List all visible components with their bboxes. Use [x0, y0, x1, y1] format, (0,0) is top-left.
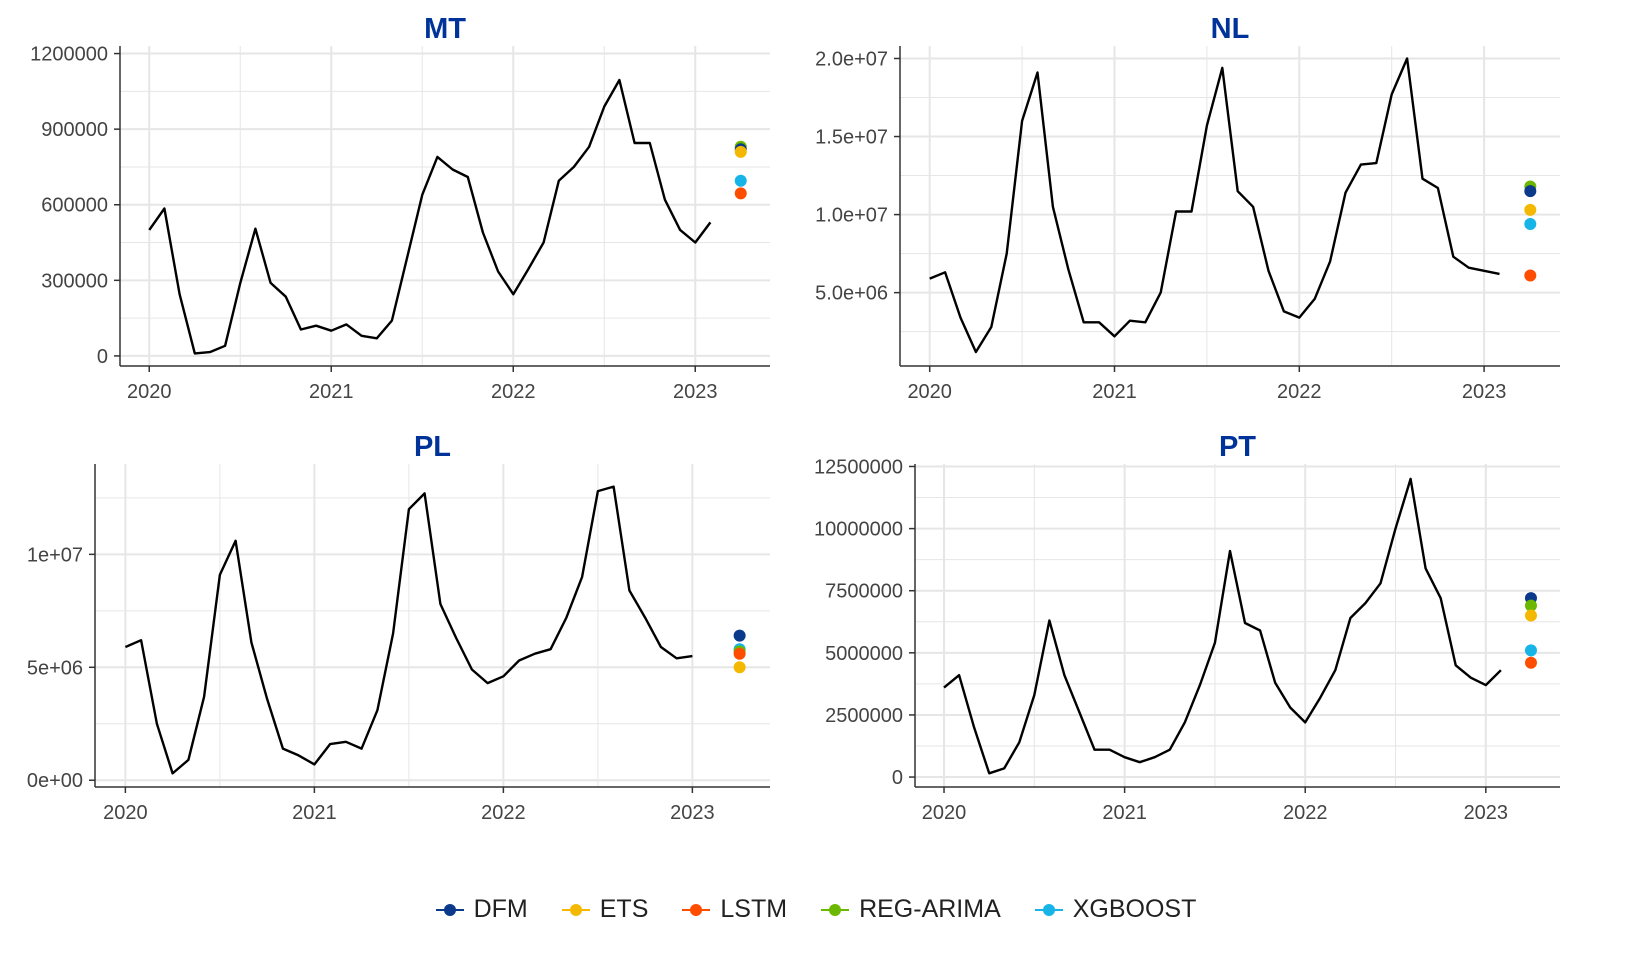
y-tick-label: 0: [892, 767, 903, 789]
legend-label-ets: ETS: [599, 895, 649, 923]
legend-item-ets: ETS: [561, 895, 649, 924]
x-tick-label: 2021: [1102, 802, 1147, 824]
y-tick-label: 1.5e+07: [815, 127, 888, 149]
legend-label-lstm: LSTM: [720, 895, 788, 923]
x-tick-label: 2022: [481, 802, 526, 824]
y-tick-label: 5000000: [825, 643, 903, 665]
forecast-point-reg-arima: [1524, 599, 1537, 612]
y-tick-label: 1e+07: [27, 544, 83, 566]
forecast-point-xgboost: [1524, 217, 1537, 230]
forecast-point-dfm: [1524, 185, 1537, 198]
y-tick-label: 0: [97, 346, 108, 368]
forecast-point-lstm: [733, 647, 746, 660]
y-tick-label: 12500000: [814, 456, 903, 478]
forecast-point-ets: [1524, 203, 1537, 216]
panel-title-pt: PT: [1219, 431, 1256, 463]
x-tick-label: 2023: [1464, 802, 1509, 824]
x-tick-label: 2021: [309, 381, 354, 403]
x-tick-label: 2022: [1277, 381, 1322, 403]
forecast-point-ets: [734, 145, 747, 158]
legend-label-dfm: DFM: [473, 895, 528, 923]
x-tick-label: 2022: [491, 381, 536, 403]
x-tick-label: 2020: [103, 802, 148, 824]
forecast-point-xgboost: [1524, 644, 1537, 657]
y-tick-label: 10000000: [814, 519, 903, 541]
y-tick-label: 1200000: [30, 44, 108, 66]
legend-key-ets: [561, 903, 590, 917]
x-tick-label: 2023: [670, 802, 715, 824]
y-tick-label: 1.0e+07: [815, 205, 888, 227]
forecast-point-lstm: [1524, 656, 1537, 669]
series-line-mt: [148, 78, 712, 355]
series-line-pt: [943, 477, 1502, 775]
y-tick-label: 900000: [41, 119, 108, 141]
y-tick-label: 300000: [41, 270, 108, 292]
x-tick-label: 2020: [907, 381, 952, 403]
panel-title-pl: PL: [414, 431, 451, 463]
panel-title-mt: MT: [424, 13, 466, 45]
forecast-point-lstm: [1524, 269, 1537, 282]
legend-item-xgboost: XGBOOST: [1034, 895, 1197, 924]
panel-pl: 0e+00 5e+06 1e+07 2020 2021 2022 2023 PL: [27, 431, 770, 824]
panel-pt: 0 2500000 5000000 7500000 10000000 12500000 20…: [814, 431, 1560, 824]
y-tick-label: 0e+00: [27, 770, 83, 792]
forecast-point-ets: [1524, 609, 1537, 622]
y-tick-label: 600000: [41, 195, 108, 217]
y-tick-label: 2500000: [825, 705, 903, 727]
legend-item-reg-arima: REG-ARIMA: [821, 895, 1001, 924]
legend-key-reg-arima: [821, 903, 850, 917]
chart-legend: DFM ETS LSTM REG-ARIMA XGBOOST: [0, 895, 1632, 924]
y-tick-label: 5e+06: [27, 657, 83, 679]
legend-label-reg-arima: REG-ARIMA: [859, 895, 1001, 923]
series-line-pl: [124, 485, 693, 775]
forecast-point-xgboost: [734, 174, 747, 187]
x-tick-label: 2023: [673, 381, 718, 403]
y-tick-label: 7500000: [825, 581, 903, 603]
legend-key-lstm: [682, 903, 711, 917]
x-tick-label: 2020: [922, 802, 967, 824]
forecast-point-ets: [733, 661, 746, 674]
panel-nl: 5.0e+06 1.0e+07 1.5e+07 2.0e+07 2020 2021 2022…: [815, 13, 1560, 403]
legend-label-xgboost: XGBOOST: [1072, 895, 1197, 923]
x-tick-label: 2021: [1092, 381, 1137, 403]
legend-key-xgboost: [1034, 903, 1063, 917]
legend-item-lstm: LSTM: [682, 895, 787, 924]
x-tick-label: 2021: [292, 802, 337, 824]
legend-item-dfm: DFM: [435, 895, 528, 924]
panel-mt: 0 300000 600000 900000 1200000 2020 2021 2022 20…: [30, 13, 770, 403]
x-tick-label: 2023: [1462, 381, 1507, 403]
forecast-point-dfm: [733, 629, 746, 642]
y-tick-label: 5.0e+06: [815, 283, 888, 305]
x-tick-label: 2022: [1283, 802, 1328, 824]
y-tick-label: 2.0e+07: [815, 48, 888, 70]
panel-title-nl: NL: [1211, 13, 1250, 45]
forecast-point-lstm: [734, 187, 747, 200]
x-tick-label: 2020: [127, 381, 172, 403]
series-line-nl: [929, 57, 1500, 354]
legend-key-dfm: [435, 903, 464, 917]
